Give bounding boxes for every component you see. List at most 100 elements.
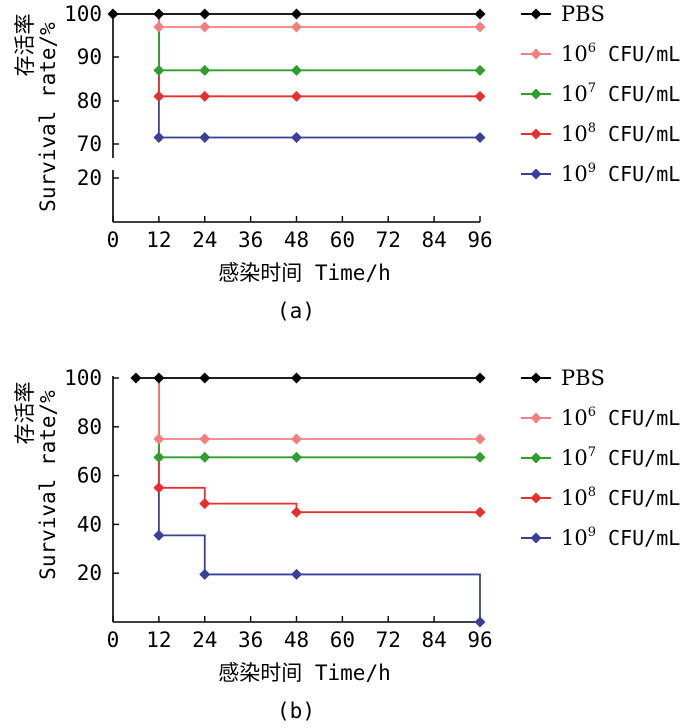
x-tick-label: 72: [376, 228, 401, 252]
series-marker: [153, 372, 165, 384]
legend-marker: [530, 128, 542, 140]
x-tick-label: 24: [192, 228, 217, 252]
series-marker: [153, 132, 165, 143]
y-tick-label: 90: [77, 45, 102, 69]
series-marker: [474, 8, 486, 20]
series-marker: [474, 433, 486, 445]
series-marker: [291, 451, 302, 463]
series-marker: [474, 616, 486, 628]
series-marker: [199, 8, 211, 20]
y-tick-label: 80: [77, 89, 102, 113]
series-marker: [153, 482, 165, 494]
panel-caption: (b): [277, 699, 315, 723]
panel-b-chart: 20 40 60 80 100 0 12 24 36 48 60 72 84 96 感染时间 Time/h 存…: [13, 366, 680, 723]
series-marker: [199, 372, 211, 384]
x-tick-label: 0: [107, 628, 120, 652]
x-tick-label: 12: [146, 228, 171, 252]
legend-marker: [530, 412, 542, 424]
legend-label: 109 CFU/mL: [561, 525, 680, 550]
series-marker: [153, 64, 165, 76]
series-marker: [291, 64, 302, 76]
series-marker: [153, 529, 165, 541]
series-marker: [474, 451, 486, 463]
series-marker: [199, 21, 211, 33]
legend-marker: [530, 452, 542, 464]
series-marker: [474, 506, 486, 518]
legend-label: 107 CFU/mL: [561, 445, 680, 470]
legend-marker: [530, 48, 542, 60]
panel-caption: (a): [277, 299, 315, 323]
x-tick-label: 84: [421, 228, 446, 252]
y-tick-label: 20: [77, 166, 102, 190]
y-tick-label: 40: [77, 512, 102, 536]
series-marker: [153, 90, 165, 102]
series-marker: [199, 568, 211, 580]
x-tick-label: 96: [467, 628, 492, 652]
series-marker: [474, 64, 486, 76]
series-marker: [474, 132, 486, 143]
legend-label: 108 CFU/mL: [561, 485, 680, 510]
legend-label: 106 CFU/mL: [561, 405, 680, 430]
x-tick-label: 60: [330, 628, 355, 652]
series-line: [157, 378, 481, 622]
y-axis-title-en: Survival rate/%: [36, 22, 60, 212]
x-axis-title: 感染时间 Time/h: [218, 661, 391, 685]
series-marker: [474, 372, 486, 384]
series-marker: [153, 21, 165, 33]
legend-marker: [530, 8, 542, 20]
series-marker: [291, 568, 302, 580]
series-marker: [291, 372, 302, 384]
series-marker: [291, 132, 302, 143]
series-marker: [199, 451, 211, 463]
series-marker: [474, 21, 486, 33]
series-marker: [153, 451, 165, 463]
panel-a-chart: 20 70 80 90 100 0 12 24 36 48 60 72 84 96 感染时间 Time/h 存…: [13, 2, 680, 323]
x-tick-label: 72: [376, 628, 401, 652]
y-tick-label: 70: [77, 132, 102, 156]
x-tick-label: 48: [284, 228, 309, 252]
series-line: [157, 14, 480, 72]
series-marker: [199, 498, 211, 510]
series-marker: [153, 433, 165, 445]
series-marker: [291, 21, 302, 33]
legend-marker: [530, 532, 542, 544]
x-tick-label: 24: [192, 628, 217, 652]
x-tick-label: 96: [467, 228, 492, 252]
series-marker: [474, 90, 486, 102]
y-tick-label: 80: [77, 415, 102, 439]
x-axis-title: 感染时间 Time/h: [218, 261, 391, 285]
y-tick-label: 20: [77, 561, 102, 585]
series-marker: [153, 8, 165, 20]
series-marker: [107, 8, 119, 20]
series-marker: [199, 433, 211, 445]
series-line: [157, 14, 480, 139]
legend-label: 108 CFU/mL: [561, 121, 680, 146]
y-axis-title-cn: 存活率: [13, 14, 37, 77]
x-tick-label: 12: [146, 628, 171, 652]
x-tick-label: 48: [284, 628, 309, 652]
y-tick-label: 100: [64, 2, 102, 26]
x-tick-label: 36: [238, 228, 263, 252]
series-line: [157, 378, 480, 440]
legend-marker: [530, 88, 542, 100]
x-tick-label: 0: [107, 228, 120, 252]
x-tick-label: 60: [330, 228, 355, 252]
legend-marker: [530, 372, 542, 384]
series-marker: [291, 90, 302, 102]
series-line: [157, 378, 480, 459]
series-marker: [199, 64, 211, 76]
series-marker: [291, 8, 302, 20]
series-marker: [291, 506, 302, 518]
series-marker: [291, 433, 302, 445]
y-tick-label: 100: [64, 366, 102, 390]
legend-marker: [530, 168, 542, 180]
x-tick-label: 84: [421, 628, 446, 652]
y-axis-title-cn: 存活率: [13, 382, 37, 445]
x-tick-label: 36: [238, 628, 263, 652]
legend-label: PBS: [561, 366, 605, 390]
legend-label: 106 CFU/mL: [561, 41, 680, 66]
legend-label: PBS: [561, 2, 605, 26]
series-marker: [199, 90, 211, 102]
series-line: [157, 378, 480, 514]
legend-label: 107 CFU/mL: [561, 81, 680, 106]
